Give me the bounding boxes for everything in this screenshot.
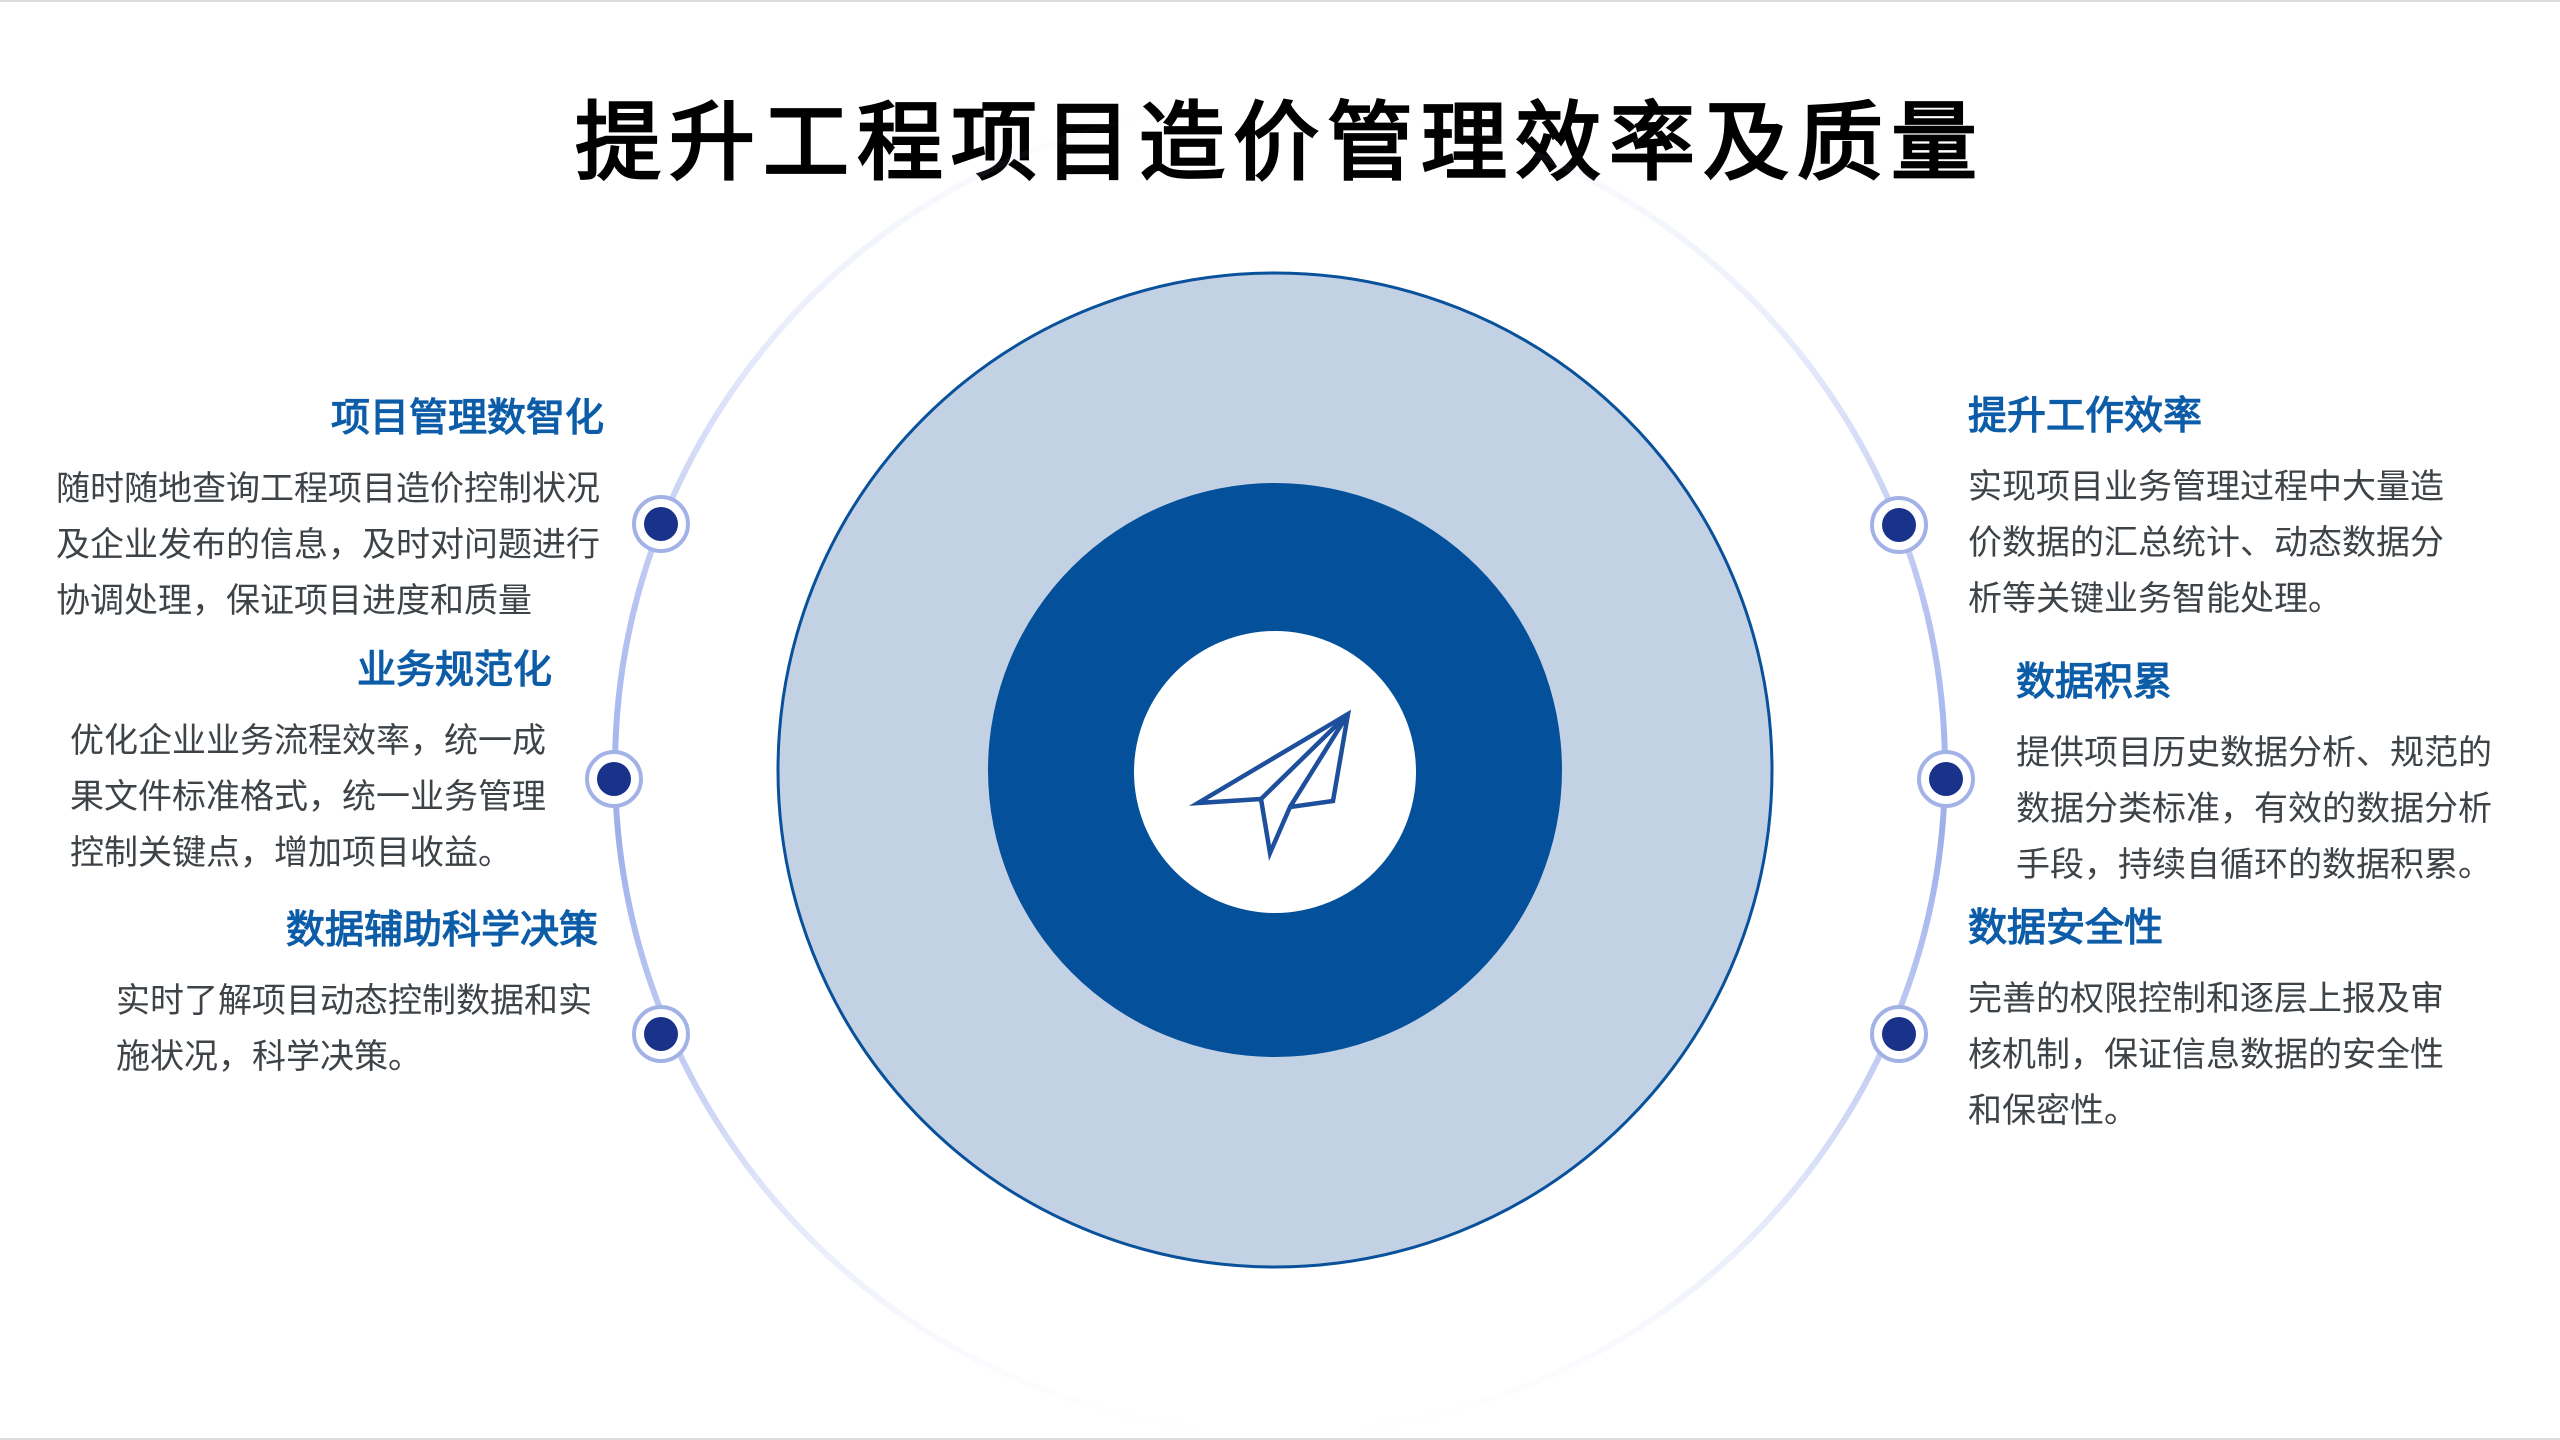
paper-plane-icon xyxy=(1188,709,1352,861)
bottom-border-line xyxy=(0,1438,2560,1440)
feature-block-data-accumulation: 数据积累 提供项目历史数据分析、规范的数据分类标准，有效的数据分析手段，持续自循… xyxy=(2016,660,2498,893)
feature-block-business-standardization: 业务规范化 优化企业业务流程效率，统一成果文件标准格式，统一业务管理控制关键点，… xyxy=(70,648,552,881)
feature-block-data-assisted-decision: 数据辅助科学决策 实时了解项目动态控制数据和实施状况，科学决策。 xyxy=(116,908,598,1085)
orbit-dot-left-1 xyxy=(632,495,690,553)
feature-heading: 项目管理数智化 xyxy=(330,397,604,440)
feature-heading: 提升工作效率 xyxy=(1968,395,2203,438)
feature-body: 优化企业业务流程效率，统一成果文件标准格式，统一业务管理控制关键点，增加项目收益… xyxy=(70,721,546,872)
feature-block-data-security: 数据安全性 完善的权限控制和逐层上报及审核机制，保证信息数据的安全性和保密性。 xyxy=(1968,906,2454,1139)
page-title: 提升工程项目造价管理效率及质量 xyxy=(575,95,1985,191)
feature-body: 随时随地查询工程项目造价控制状况及企业发布的信息，及时对问题进行协调处理，保证项… xyxy=(56,469,600,620)
feature-heading: 业务规范化 xyxy=(356,649,552,692)
feature-body: 实时了解项目动态控制数据和实施状况，科学决策。 xyxy=(116,981,592,1076)
feature-body: 提供项目历史数据分析、规范的数据分类标准，有效的数据分析手段，持续自循环的数据积… xyxy=(2016,733,2492,884)
top-border-line xyxy=(0,0,2560,2)
feature-block-work-efficiency: 提升工作效率 实现项目业务管理过程中大量造价数据的汇总统计、动态数据分析等关键业… xyxy=(1968,394,2450,627)
feature-body: 完善的权限控制和逐层上报及审核机制，保证信息数据的安全性和保密性。 xyxy=(1968,979,2444,1130)
orbit-dot-right-1 xyxy=(1870,496,1928,554)
orbit-dot-left-3 xyxy=(632,1005,690,1063)
feature-heading: 数据辅助科学决策 xyxy=(285,909,598,952)
orbit-dot-core xyxy=(597,762,631,796)
feature-block-project-management: 项目管理数智化 随时随地查询工程项目造价控制状况及企业发布的信息，及时对问题进行… xyxy=(56,396,604,629)
orbit-dot-core xyxy=(644,507,678,541)
orbit-dot-right-2 xyxy=(1917,750,1975,808)
orbit-dot-core xyxy=(644,1017,678,1051)
orbit-dot-core xyxy=(1929,762,1963,796)
orbit-dot-right-3 xyxy=(1870,1005,1928,1063)
feature-heading: 数据积累 xyxy=(2016,661,2173,704)
orbit-dot-core xyxy=(1882,1017,1916,1051)
orbit-dot-left-2 xyxy=(585,750,643,808)
feature-body: 实现项目业务管理过程中大量造价数据的汇总统计、动态数据分析等关键业务智能处理。 xyxy=(1968,467,2444,618)
orbit-dot-core xyxy=(1882,508,1916,542)
feature-heading: 数据安全性 xyxy=(1968,907,2164,950)
